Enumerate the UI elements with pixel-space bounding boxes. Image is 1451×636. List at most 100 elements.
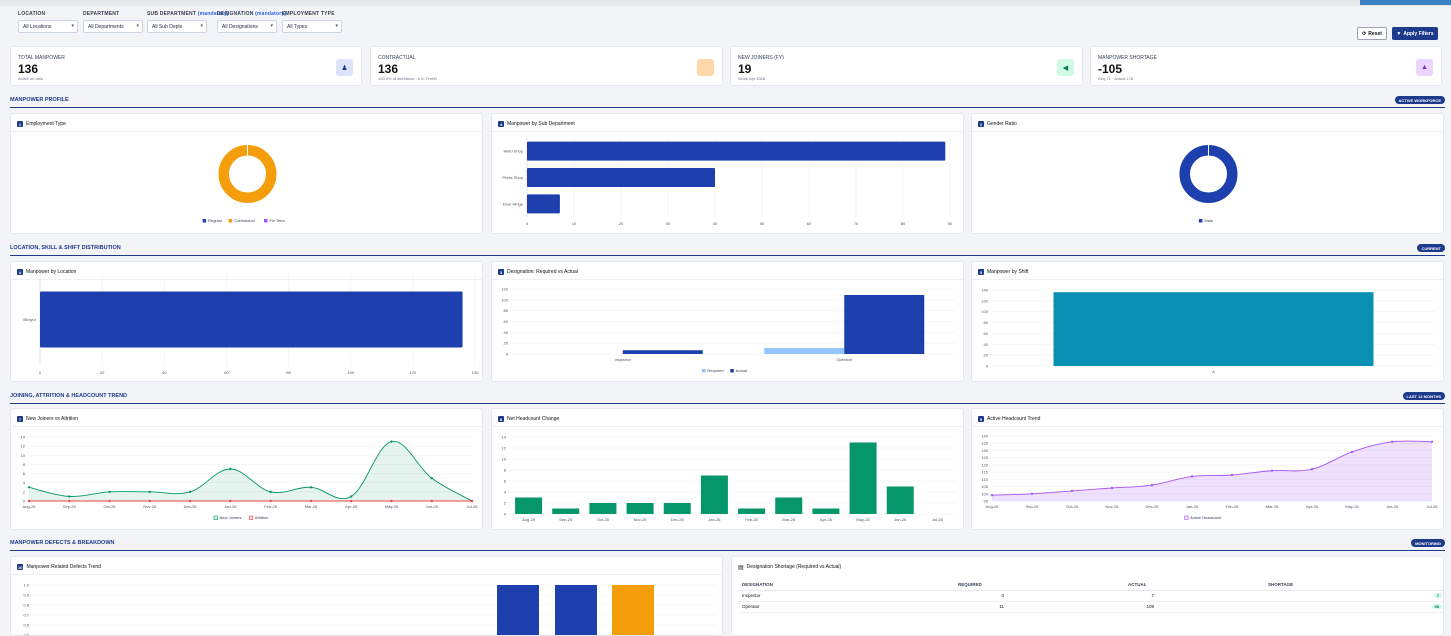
x-tick-label: Apr-26 [1306,504,1319,509]
y-tick-label: 0.6 [23,623,29,628]
legend-swatch [1185,516,1189,520]
x-tick-label: Dec-25 [184,504,198,509]
kpi-manpower-shortage: MANPOWER SHORTAGE -105 Req 71 · Actual 1… [1090,46,1442,86]
x-tick-label: 60 [807,221,812,226]
x-tick-label: May-26 [856,517,870,522]
sub-department-select[interactable]: All Sub Depts▾ [147,20,207,33]
table-header: REQUIRED [954,579,1124,590]
section-badge: LAST 12 MONTHS [1403,392,1445,400]
bar [612,585,654,636]
legend-swatch [264,219,268,223]
section-title: JOINING, ATTRITION & HEADCOUNT TREND [10,393,127,399]
kpi-value: 136 [378,62,398,76]
data-point [269,500,271,502]
designation-select[interactable]: All Designations▾ [217,20,277,33]
y-tick-label: 12 [21,444,26,449]
data-point [28,486,30,488]
y-tick-label: 10 [21,453,26,458]
kpi-label: MANPOWER SHORTAGE [1098,55,1157,61]
y-tick-label: 20 [984,353,989,358]
y-tick-label: 135 [981,441,988,446]
table-header: DESIGNATION [738,579,954,590]
y-tick-label: 2 [504,501,507,506]
y-tick-label: 14 [21,435,26,440]
x-tick-label: Apr-26 [345,504,358,509]
data-point [1031,493,1033,495]
kpi-label: TOTAL MANPOWER [18,55,65,61]
designation-filter-label: DESIGNATION (mandatory) [217,11,286,17]
data-point [1431,441,1433,443]
x-tick-label: Aug-25 [522,517,536,522]
location-select[interactable]: All Locations▾ [18,20,78,33]
kpi-subtext: Req 71 · Actual 176 [1098,76,1133,81]
x-tick-label: Jun-26 [894,517,907,522]
kpi-label: NEW JOINERS (FY) [738,55,784,61]
bar [589,503,616,514]
x-tick-label: Apr-26 [820,517,833,522]
data-point [149,500,151,502]
data-point [28,500,30,502]
active-tab-indicator[interactable] [1360,0,1451,5]
section-title: LOCATION, SKILL & SHIFT DISTRIBUTION [10,245,121,251]
kpi-contractual: CONTRACTUAL 136 100.0% of workforce · 0 … [370,46,723,86]
bar [664,503,691,514]
bar [552,509,579,515]
data-point [1231,474,1233,476]
x-tick-label: 50 [760,221,765,226]
y-tick-label: 2 [23,489,26,494]
employment-type-filter-label: EMPLOYMENT TYPE [282,11,342,17]
y-tick-label: 14 [502,435,507,440]
x-tick-label: 100 [347,370,354,375]
pie-slice [224,150,272,198]
refresh-icon: ⟳ [1362,31,1366,37]
y-tick-label: 100 [501,297,508,302]
x-tick-label: Sep-25 [559,517,573,522]
department-select[interactable]: All Departments▾ [83,20,143,33]
x-tick-label: 20 [100,370,105,375]
data-point [189,491,191,493]
x-tick-label: Mar-26 [1266,504,1279,509]
y-tick-label: 80 [504,308,509,313]
reset-button[interactable]: ⟳Reset [1357,27,1387,40]
x-tick-label: 30 [666,221,671,226]
bar [1054,292,1374,366]
kpi-new-joiners: NEW JOINERS (FY) 19 Since Apr 2026 ◀ [730,46,1083,86]
y-tick-label: 0.5 [23,633,29,636]
y-tick-label: 0.9 [23,593,29,598]
legend-label: New Joiners [220,515,242,520]
data-point [1151,484,1153,486]
y-tick-label: 80 [984,320,989,325]
data-point [229,468,231,470]
x-tick-label: A [1212,369,1215,374]
legend-label: Attrition [255,515,269,520]
data-point [431,500,433,502]
y-tick-label: Bhoyur [23,317,36,322]
y-tick-label: 1.0 [23,583,29,588]
legend-label: Active Headcount [1190,515,1222,520]
y-tick-label: 0 [986,364,989,369]
data-point [431,477,433,479]
chevron-down-icon: ▾ [136,23,139,29]
gender-ratio-chart: Male [972,114,1444,234]
data-point [269,491,271,493]
x-tick-label: Nov-25 [143,504,157,509]
defects-trend-chart: 0.50.60.70.80.91.0 [11,557,723,636]
legend-label: Regular [208,218,223,223]
department-filter-label: DEPARTMENT [83,11,143,17]
x-tick-label: Jun-26 [426,504,439,509]
y-tick-label: 0.7 [23,613,29,618]
x-tick-label: 20 [619,221,624,226]
kpi-subtext: Since Apr 2026 [738,76,765,81]
apply-filters-button[interactable]: ▼Apply Filters [1392,27,1438,40]
employment-type-select[interactable]: All Types▾ [282,20,342,33]
section-badge: ACTIVE WORKFORCE [1395,96,1445,104]
x-tick-label: 90 [948,221,953,226]
employment-type-filter: EMPLOYMENT TYPE All Types▾ [282,11,342,33]
section-manpower-defects: MANPOWER DEFECTS & BREAKDOWN MONITORING [10,539,1445,551]
legend-swatch [229,219,233,223]
section-joining-attrition-trend: JOINING, ATTRITION & HEADCOUNT TREND LAS… [10,392,1445,404]
